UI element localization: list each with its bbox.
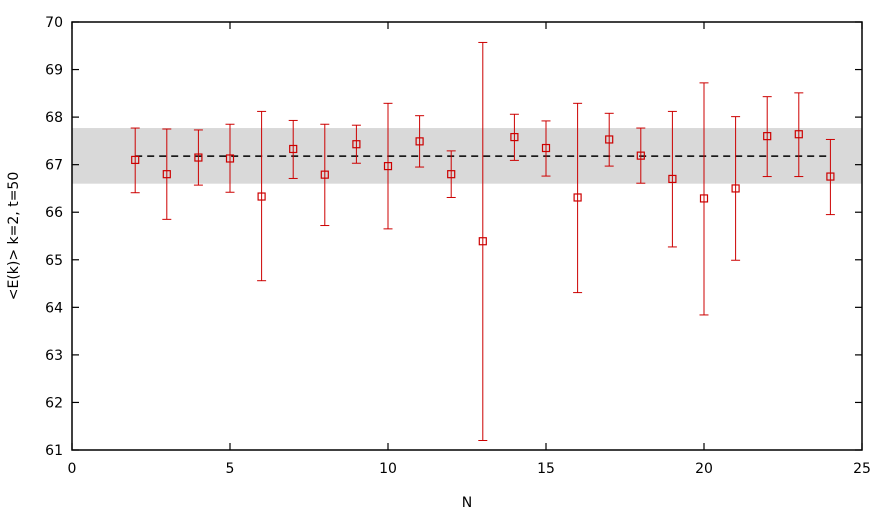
y-tick-label: 68 [45,110,63,126]
y-tick-label: 70 [45,15,63,31]
data-point [699,194,709,203]
y-tick-label: 61 [45,443,63,459]
x-tick-label: 20 [695,461,713,477]
x-tick-label: 25 [853,461,871,477]
data-point [257,192,266,201]
data-point [131,155,140,165]
data-point [794,130,803,139]
data-points [131,130,835,246]
data-point [289,144,298,154]
data-point [194,153,203,162]
data-point [510,132,519,142]
x-axis-label: N [462,495,472,511]
data-point [541,143,551,153]
x-tick-label: 10 [379,461,397,477]
plot-frame [71,21,863,451]
data-point [478,237,487,246]
data-point [573,193,582,202]
data-point [826,172,835,181]
data-point [731,184,740,193]
data-point [415,137,424,146]
x-tick-label: 15 [537,461,555,477]
y-axis-ticks: 61 62 63 64 65 66 67 68 69 70 [45,15,862,459]
data-point [320,170,329,179]
y-tick-label: 62 [45,395,63,411]
y-tick-label: 63 [45,348,63,364]
x-tick-label: 5 [226,461,235,477]
reference-band [72,128,862,184]
data-point [162,170,171,179]
y-tick-label: 67 [45,158,63,174]
data-point [605,135,614,144]
error-bars [130,41,835,441]
y-tick-label: 64 [45,300,63,316]
data-point [225,154,235,163]
y-tick-label: 65 [45,253,63,269]
data-point [763,132,772,141]
x-axis-ticks: 0 5 10 15 20 25 [68,22,871,477]
x-tick-label: 0 [68,461,77,477]
data-point [668,174,677,184]
data-point [352,140,361,149]
y-tick-label: 69 [45,63,63,79]
data-point [447,170,456,179]
data-point [383,161,393,171]
y-axis-label: <E(k)> k=2, t=50 [6,172,22,300]
y-tick-label: 66 [45,205,63,221]
data-point [636,151,645,160]
